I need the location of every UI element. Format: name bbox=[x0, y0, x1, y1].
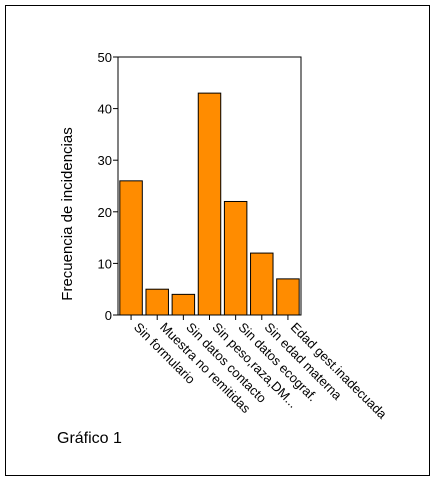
y-tick-label: 30 bbox=[98, 153, 112, 168]
y-tick-label: 10 bbox=[98, 256, 112, 271]
bar bbox=[145, 288, 169, 316]
bar bbox=[197, 92, 222, 316]
y-tick-label: 50 bbox=[98, 50, 112, 65]
figure-caption: Gráfico 1 bbox=[57, 430, 122, 447]
y-tick-label: 40 bbox=[98, 102, 112, 117]
bar bbox=[250, 252, 274, 316]
bar bbox=[223, 200, 248, 316]
y-tick-label: 0 bbox=[105, 308, 112, 323]
bar bbox=[119, 180, 143, 316]
y-tick-label: 20 bbox=[98, 205, 112, 220]
bar bbox=[171, 293, 196, 316]
bar bbox=[276, 278, 300, 316]
y-axis-label: Frecuencia de incidencias bbox=[59, 127, 76, 300]
